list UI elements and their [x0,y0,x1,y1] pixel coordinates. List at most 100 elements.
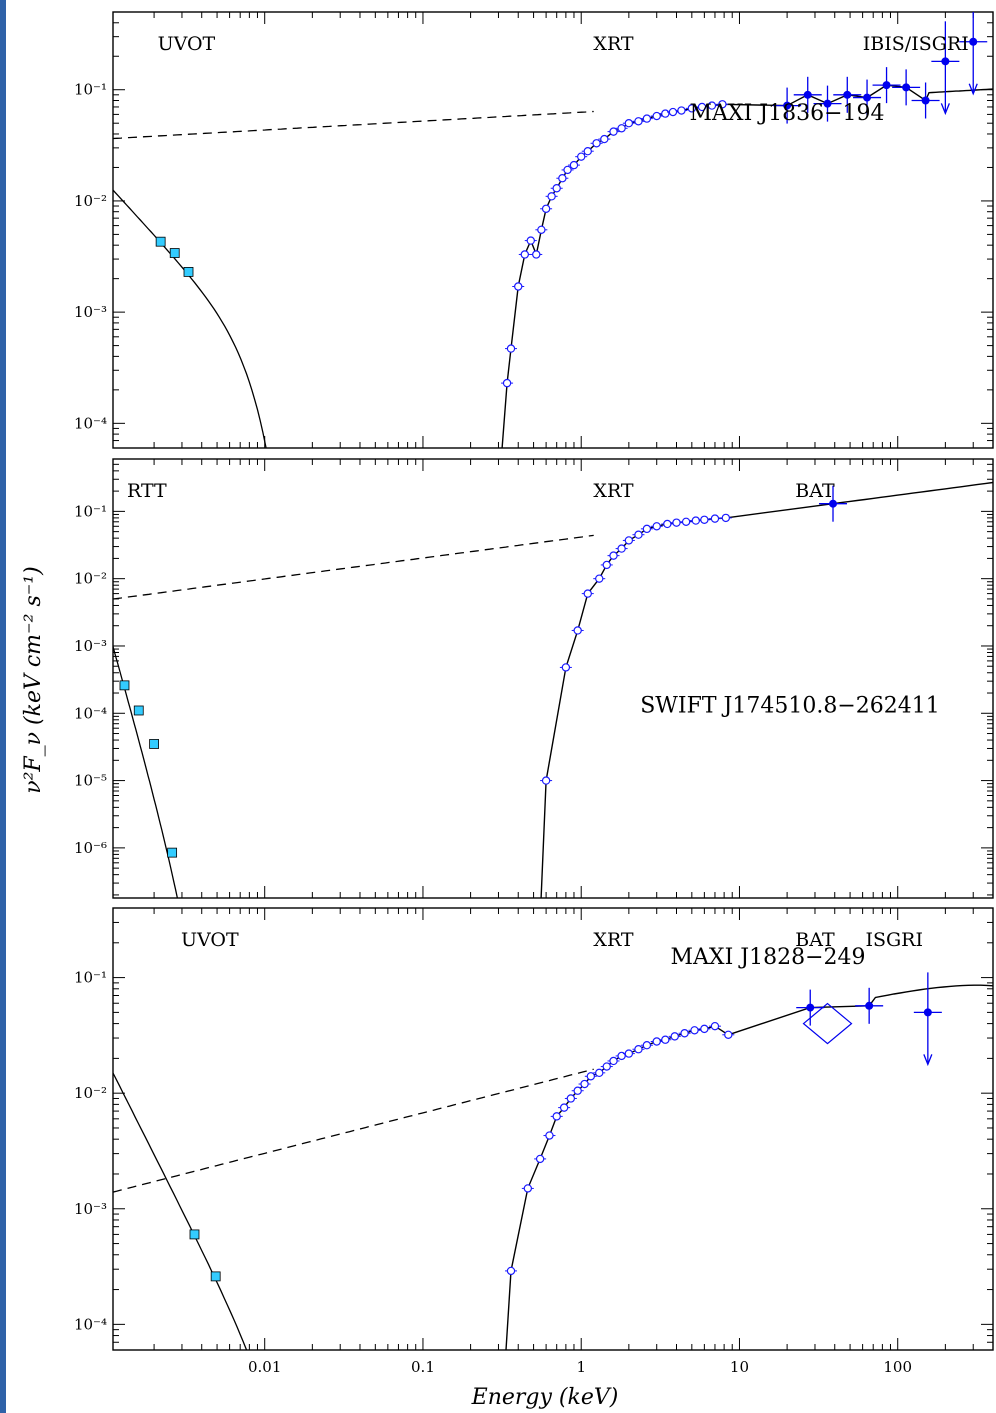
xrt-point [541,204,551,213]
y-tick-label: 10⁻³ [74,303,107,321]
xrt-point [680,1029,689,1038]
x-tick-label: 0.1 [411,1358,435,1376]
xrt-point [502,378,512,388]
y-tick-label: 10⁻⁴ [74,1315,107,1333]
instrument-label: RTT [127,480,167,502]
xrt-point [677,106,686,115]
panel-frame [112,907,994,1351]
hard-xray-point [806,1003,815,1012]
upper-limit-arrow [940,103,950,116]
xrt-point [552,184,561,193]
optical-point [183,267,194,277]
xrt-point [602,1062,611,1071]
hard-xray-point [882,81,891,90]
source-name-label: MAXI J1836−194 [690,101,885,126]
xrt-point [670,1032,679,1041]
y-axis-label: ν²F_ν (keV cm⁻² s⁻¹) [21,566,46,794]
upper-limit-arrow [923,1054,933,1067]
model-absorbed-curve [501,84,993,448]
instrument-label: UVOT [158,33,216,55]
xrt-point [681,517,691,526]
optical-point [133,705,144,716]
xrt-point [624,536,634,545]
y-tick-label: 10⁻¹ [74,969,107,987]
instrument-label: BAT [795,929,835,951]
xrt-point [634,530,643,539]
y-tick-label: 10⁻² [74,570,107,588]
instrument-label: XRT [593,480,633,502]
xrt-point [580,1079,589,1089]
xrt-point [566,1094,576,1103]
xrt-point [634,1045,643,1054]
xrt-point [718,100,727,109]
xrt-point [563,165,572,175]
panel-frame [112,458,994,899]
xrt-point [602,560,611,570]
window-sidebar-strip [0,0,6,1413]
xrt-point [595,1068,604,1078]
panel-data [113,972,993,1350]
hard-xray-point [783,101,792,110]
model-absorbed-curve [540,481,993,898]
y-tick-label: 10⁻¹ [74,502,107,520]
y-tick-label: 10⁻⁴ [74,704,107,722]
xrt-point [721,513,731,523]
y-tick-label: 10⁻¹ [74,81,107,99]
xrt-point [552,1112,561,1121]
xrt-point [561,663,571,672]
xrt-point [707,101,717,110]
x-tick-label: 1 [576,1358,586,1376]
model-optical-curve [113,1072,248,1350]
xrt-point [547,192,556,201]
panel-2: 10⁻¹ 10⁻² 10⁻³ 10⁻⁴ 10⁻⁵ 10⁻⁶ RTT XRT BAT SWIFT J… [74,458,994,899]
x-axis-label: Energy (keV) [471,1385,619,1410]
xrt-point [595,574,604,583]
xrt-point [586,1072,596,1081]
xrt-point [609,551,618,560]
model-optical-curve [113,646,179,898]
xrt-point [652,1037,661,1046]
instrument-label: BAT [795,480,835,502]
xrt-point [583,589,592,598]
hard-xray-point [969,37,978,46]
xrt-point [532,250,541,259]
hard-xray-point [823,99,832,108]
optical-point [149,739,159,749]
xrt-point [710,1021,720,1031]
xrt-point [624,119,634,128]
xrt-point [573,1086,582,1095]
xrt-point [668,107,678,117]
optical-point [167,847,178,858]
xrt-point [691,516,701,525]
optical-point [155,236,166,247]
xrt-point [697,102,707,112]
xrt-point [537,225,546,234]
y-tick-label: 10⁻⁴ [74,414,107,432]
xrt-point [541,776,551,785]
panel-data [113,481,993,898]
source-name-label: SWIFT J174510.8−262411 [640,693,940,718]
panel-data [113,12,993,448]
instrument-label: XRT [593,929,633,951]
xrt-point [652,111,661,121]
xrt-point [617,1051,626,1061]
panel-1: 10⁻¹ 10⁻² 10⁻³ 10⁻⁴ UVOT XRT IBIS/ISGRI MAXI J1… [74,11,994,449]
xrt-point [583,147,592,156]
instrument-label: ISGRI [865,929,923,951]
xrt-point [558,174,567,183]
optical-point [169,248,180,258]
hard-xray-point [829,499,838,508]
instrument-label: IBIS/ISGRI [863,33,969,55]
xrt-point [506,344,516,353]
y-tick-label: 10⁻⁵ [74,772,107,790]
hard-xray-point [803,90,812,99]
y-tick-label: 10⁻³ [74,1200,107,1218]
xrt-point [700,515,709,524]
x-tick-label: 100 [883,1358,912,1376]
xrt-point [710,514,720,523]
model-unabsorbed-powerlaw [113,1068,594,1193]
source-name-label: MAXI J1828−249 [671,945,866,970]
x-tick-label: 0.01 [248,1358,281,1376]
xrt-point [523,1184,533,1193]
